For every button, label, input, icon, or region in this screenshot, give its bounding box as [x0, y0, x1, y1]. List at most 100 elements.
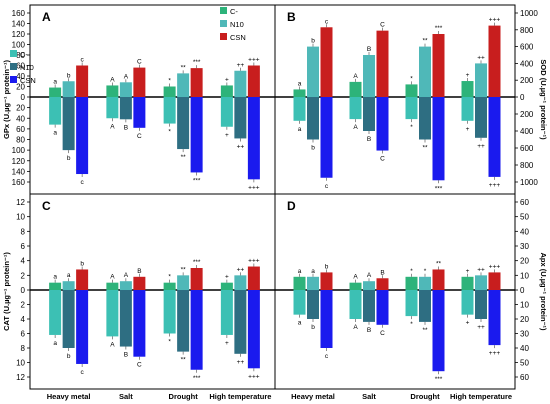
- panel-b: B 0 200 400 600 800 1000 200 400 600 800 1000 SOD (U…: [274, 4, 548, 195]
- category-label: Salt: [362, 392, 376, 401]
- significance-label: *: [424, 268, 427, 275]
- bar-csn-bottom: [247, 290, 260, 369]
- bar-cminus-top: [163, 86, 176, 97]
- bar-n10-bottom: [419, 290, 431, 322]
- significance-label: ++: [477, 266, 485, 273]
- significance-label: A: [353, 324, 358, 331]
- tick-label: 80: [16, 51, 25, 60]
- bar-cminus-bottom: [461, 290, 474, 315]
- bar-cminus-top: [106, 282, 119, 290]
- bar-n10-bottom: [419, 97, 431, 140]
- bar-cminus-top: [293, 276, 306, 290]
- bar-csn-top: [488, 25, 501, 98]
- significance-label: +: [466, 268, 470, 275]
- significance-label: ++: [237, 62, 245, 69]
- significance-label: a: [53, 340, 57, 347]
- significance-label: ***: [193, 259, 201, 266]
- bar-csn-top: [247, 266, 260, 290]
- bar-cminus-bottom: [349, 97, 362, 120]
- bar-cminus-top: [405, 84, 418, 97]
- significance-label: **: [181, 154, 187, 161]
- tick-label: 0: [520, 286, 525, 295]
- significance-label: +++: [489, 263, 501, 270]
- category-label: High temperature: [450, 392, 512, 401]
- tick-label: 140: [12, 167, 26, 176]
- significance-label: ***: [435, 185, 443, 192]
- tick-label: 1000: [520, 9, 538, 18]
- bar-csn-top: [376, 30, 389, 97]
- significance-label: b: [67, 353, 71, 360]
- significance-label: ***: [435, 25, 443, 32]
- significance-label: a: [53, 79, 57, 86]
- bar-cminus-bottom: [163, 97, 176, 124]
- legend-label: C-: [20, 50, 28, 59]
- significance-label: B: [124, 124, 128, 131]
- bar-cminus-top: [49, 87, 62, 97]
- significance-label: A: [124, 272, 129, 279]
- bar-cminus-bottom: [405, 97, 418, 120]
- bar-n10-bottom: [363, 97, 375, 131]
- tick-label: 20: [16, 83, 25, 92]
- tick-label: 6: [21, 330, 26, 339]
- panel-a: A020406080100120140160204060801001201401…: [2, 4, 276, 195]
- bar-csn-bottom: [376, 290, 389, 325]
- legend-label: CSN: [230, 33, 246, 42]
- tick-label: 400: [520, 127, 534, 136]
- significance-label: **: [436, 260, 442, 267]
- significance-label: **: [181, 357, 187, 364]
- significance-label: a: [298, 268, 302, 275]
- bar-cminus-bottom: [220, 290, 233, 335]
- tick-label: 2: [21, 301, 26, 310]
- tick-label: 40: [16, 72, 25, 81]
- significance-label: +++: [489, 350, 501, 357]
- tick-label: 0: [21, 286, 26, 295]
- bar-n10-top: [119, 82, 132, 97]
- significance-label: B: [367, 46, 371, 53]
- category-label: Salt: [119, 392, 133, 401]
- significance-label: C: [137, 59, 142, 66]
- legend-swatch: [10, 63, 17, 70]
- significance-label: *: [410, 268, 413, 275]
- y-axis-label: CAT (U.µg⁻¹ protein⁻¹): [2, 252, 11, 331]
- tick-label: 40: [520, 227, 529, 236]
- significance-label: a: [53, 130, 57, 137]
- legend-swatch: [220, 7, 227, 14]
- significance-label: a: [298, 126, 302, 133]
- significance-label: B: [367, 136, 371, 143]
- bar-cminus-bottom: [405, 290, 418, 317]
- bar-n10-bottom: [177, 97, 190, 150]
- significance-label: A: [353, 73, 358, 80]
- significance-label: ***: [193, 177, 201, 184]
- significance-label: ++: [237, 143, 245, 150]
- significance-label: +: [225, 76, 229, 83]
- tick-label: 800: [520, 161, 534, 170]
- bar-csn-top: [76, 65, 89, 97]
- bar-csn-bottom: [76, 290, 89, 364]
- tick-label: 1000: [520, 178, 538, 187]
- bar-n10-top: [177, 73, 190, 97]
- tick-label: 800: [520, 26, 534, 35]
- bar-csn-top: [190, 268, 203, 290]
- bar-n10-top: [475, 63, 487, 97]
- bar-cminus-bottom: [461, 97, 474, 121]
- bar-n10-top: [62, 281, 75, 290]
- tick-label: 200: [520, 76, 534, 85]
- significance-label: +: [225, 340, 229, 347]
- category-label: Drought: [410, 392, 440, 401]
- bar-n10-top: [363, 55, 375, 97]
- bar-cminus-top: [461, 276, 474, 290]
- significance-label: +: [466, 320, 470, 327]
- tick-label: 160: [12, 9, 26, 18]
- significance-label: ***: [435, 376, 443, 383]
- tick-label: 600: [520, 43, 534, 52]
- significance-label: *: [168, 339, 171, 346]
- category-label: Drought: [169, 392, 199, 401]
- significance-label: +++: [489, 17, 501, 24]
- tick-label: 50: [520, 213, 529, 222]
- bar-csn-top: [133, 276, 146, 290]
- tick-label: 20: [520, 257, 529, 266]
- significance-label: *: [168, 274, 171, 281]
- tick-label: 80: [16, 136, 25, 145]
- bar-n10-bottom: [475, 290, 487, 319]
